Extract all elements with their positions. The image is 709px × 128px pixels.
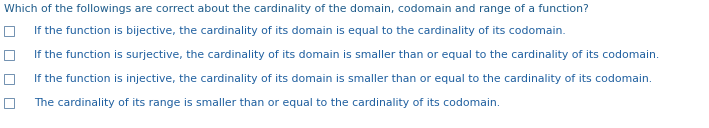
Text: If the function is bijective, the cardinality of its domain is equal to the card: If the function is bijective, the cardin… [34, 26, 566, 36]
Text: Which of the followings are correct about the cardinality of the domain, codomai: Which of the followings are correct abou… [4, 4, 588, 14]
Bar [4, 50, 14, 60]
Bar [4, 74, 14, 84]
Bar [4, 26, 14, 36]
Bar [4, 98, 14, 108]
Text: If the function is surjective, the cardinality of its domain is smaller than or : If the function is surjective, the cardi… [34, 50, 659, 60]
Text: The cardinality of its range is smaller than or equal to the cardinality of its : The cardinality of its range is smaller … [34, 98, 500, 108]
Text: If the function is injective, the cardinality of its domain is smaller than or e: If the function is injective, the cardin… [34, 74, 652, 84]
